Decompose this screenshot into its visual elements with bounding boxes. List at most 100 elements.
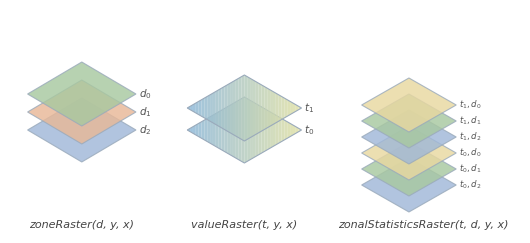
- Polygon shape: [296, 105, 299, 111]
- Polygon shape: [361, 110, 456, 164]
- Polygon shape: [187, 106, 190, 110]
- Text: valueRaster(t, y, x): valueRaster(t, y, x): [191, 220, 297, 230]
- Text: zoneRaster(d, y, x): zoneRaster(d, y, x): [29, 220, 134, 230]
- Polygon shape: [242, 97, 244, 163]
- Polygon shape: [227, 105, 230, 155]
- Polygon shape: [233, 102, 236, 158]
- Polygon shape: [270, 90, 273, 126]
- Polygon shape: [242, 75, 244, 141]
- Polygon shape: [213, 113, 216, 147]
- Polygon shape: [281, 118, 285, 142]
- Polygon shape: [216, 112, 219, 148]
- Polygon shape: [299, 128, 302, 132]
- Text: $t_0, d_2$: $t_0, d_2$: [459, 179, 482, 191]
- Text: $t_1, d_0$: $t_1, d_0$: [459, 99, 482, 111]
- Text: $t_1$: $t_1$: [304, 101, 314, 115]
- Polygon shape: [279, 117, 281, 143]
- Polygon shape: [270, 112, 273, 148]
- Polygon shape: [276, 93, 279, 123]
- Polygon shape: [201, 120, 205, 140]
- Polygon shape: [213, 92, 216, 124]
- Polygon shape: [205, 96, 207, 120]
- Polygon shape: [207, 117, 210, 143]
- Polygon shape: [190, 105, 193, 111]
- Polygon shape: [256, 82, 259, 134]
- Polygon shape: [199, 122, 201, 138]
- Polygon shape: [205, 118, 207, 142]
- Polygon shape: [28, 62, 136, 126]
- Text: $t_0, d_0$: $t_0, d_0$: [459, 147, 482, 159]
- Polygon shape: [267, 88, 270, 128]
- Polygon shape: [253, 102, 256, 158]
- Polygon shape: [196, 101, 199, 115]
- Polygon shape: [28, 80, 136, 144]
- Polygon shape: [273, 113, 276, 147]
- Polygon shape: [219, 110, 222, 150]
- Polygon shape: [222, 109, 224, 151]
- Polygon shape: [224, 107, 227, 153]
- Polygon shape: [224, 85, 227, 131]
- Polygon shape: [296, 127, 299, 133]
- Polygon shape: [281, 96, 285, 120]
- Polygon shape: [279, 95, 281, 121]
- Polygon shape: [361, 94, 456, 148]
- Polygon shape: [264, 109, 267, 151]
- Polygon shape: [227, 83, 230, 133]
- Polygon shape: [222, 87, 224, 130]
- Polygon shape: [290, 123, 293, 137]
- Polygon shape: [196, 123, 199, 137]
- Polygon shape: [267, 110, 270, 150]
- Text: $t_1, d_1$: $t_1, d_1$: [459, 115, 482, 127]
- Text: $d_0$: $d_0$: [139, 87, 152, 101]
- Polygon shape: [210, 115, 213, 145]
- Polygon shape: [216, 90, 219, 126]
- Polygon shape: [236, 100, 238, 160]
- Polygon shape: [276, 115, 279, 145]
- Polygon shape: [290, 101, 293, 115]
- Polygon shape: [361, 158, 456, 212]
- Text: $d_1$: $d_1$: [139, 105, 152, 119]
- Polygon shape: [244, 75, 247, 141]
- Text: zonalStatisticsRaster(t, d, y, x): zonalStatisticsRaster(t, d, y, x): [339, 220, 509, 230]
- Polygon shape: [190, 127, 193, 133]
- Text: $d_2$: $d_2$: [139, 123, 152, 137]
- Polygon shape: [201, 98, 205, 118]
- Polygon shape: [264, 87, 267, 130]
- Polygon shape: [187, 128, 190, 132]
- Polygon shape: [261, 85, 264, 131]
- Polygon shape: [193, 125, 196, 135]
- Polygon shape: [299, 106, 302, 110]
- Polygon shape: [199, 100, 201, 116]
- Polygon shape: [287, 122, 290, 138]
- Polygon shape: [261, 107, 264, 153]
- Text: $t_0$: $t_0$: [304, 123, 315, 137]
- Text: $t_0, d_1$: $t_0, d_1$: [459, 163, 482, 175]
- Polygon shape: [285, 98, 287, 118]
- Polygon shape: [361, 126, 456, 180]
- Polygon shape: [256, 104, 259, 156]
- Polygon shape: [193, 103, 196, 113]
- Polygon shape: [238, 77, 242, 139]
- Polygon shape: [247, 77, 250, 139]
- Text: $t_1, d_2$: $t_1, d_2$: [459, 131, 482, 143]
- Polygon shape: [233, 80, 236, 136]
- Polygon shape: [361, 78, 456, 132]
- Polygon shape: [230, 104, 233, 156]
- Polygon shape: [259, 83, 261, 133]
- Polygon shape: [361, 142, 456, 196]
- Polygon shape: [273, 92, 276, 124]
- Polygon shape: [207, 95, 210, 121]
- Polygon shape: [219, 88, 222, 128]
- Polygon shape: [238, 99, 242, 161]
- Polygon shape: [210, 93, 213, 123]
- Polygon shape: [230, 82, 233, 134]
- Polygon shape: [287, 100, 290, 116]
- Polygon shape: [253, 80, 256, 136]
- Polygon shape: [28, 98, 136, 162]
- Polygon shape: [293, 125, 296, 135]
- Polygon shape: [259, 105, 261, 155]
- Polygon shape: [236, 78, 238, 138]
- Polygon shape: [247, 99, 250, 161]
- Polygon shape: [244, 97, 247, 163]
- Polygon shape: [293, 103, 296, 113]
